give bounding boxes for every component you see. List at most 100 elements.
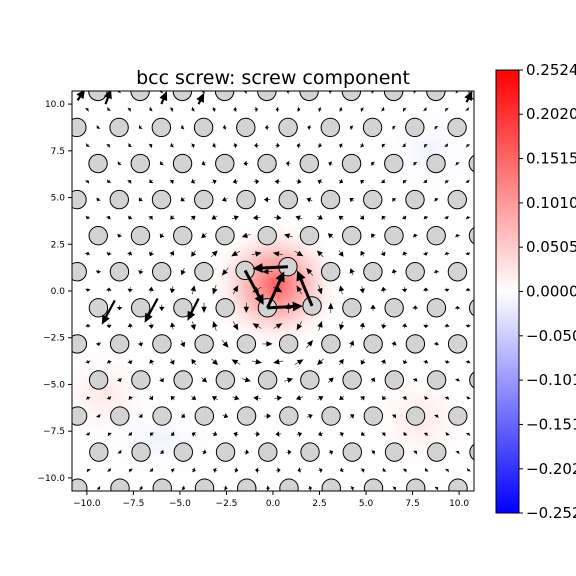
atom-marker bbox=[236, 117, 256, 138]
displacement-arrow bbox=[190, 285, 196, 295]
displacement-arrow bbox=[360, 358, 366, 365]
atom-marker bbox=[405, 189, 425, 210]
atom-marker bbox=[300, 370, 320, 390]
colorbar-tick-label: 0.1010 bbox=[526, 194, 576, 212]
displacement-arrow bbox=[273, 214, 282, 221]
displacement-arrow bbox=[149, 106, 153, 112]
displacement-arrows bbox=[65, 91, 481, 491]
displacement-arrow bbox=[422, 251, 429, 256]
x-tick-label: −7.5 bbox=[122, 499, 144, 509]
displacement-arrow bbox=[138, 413, 143, 418]
atom-marker bbox=[342, 225, 362, 246]
displacement-arrow bbox=[86, 468, 91, 473]
displacement-arrow bbox=[149, 359, 155, 365]
displacement-arrow bbox=[296, 106, 301, 112]
atom-marker bbox=[363, 189, 383, 210]
displacement-arrow bbox=[128, 396, 134, 401]
displacement-arrow bbox=[232, 178, 239, 184]
displacement-arrow bbox=[444, 180, 450, 184]
displacement-arrow bbox=[127, 287, 133, 293]
displacement-arrow bbox=[65, 468, 69, 471]
displacement-arrow bbox=[294, 250, 304, 257]
displacement-arrow bbox=[149, 179, 154, 184]
displacement-arrow bbox=[306, 339, 314, 349]
displacement-arrow bbox=[413, 91, 417, 95]
x-tick-label: −5.0 bbox=[169, 499, 191, 509]
displacement-arrow bbox=[380, 359, 386, 365]
displacement-arrow bbox=[243, 160, 249, 167]
displacement-arrow bbox=[221, 267, 229, 276]
displacement-arrow bbox=[221, 339, 229, 348]
atom-marker bbox=[172, 153, 193, 174]
displacement-arrow bbox=[339, 106, 343, 112]
atom-marker bbox=[110, 406, 130, 426]
displacement-arrow bbox=[253, 395, 261, 401]
x-tick-label: 2.5 bbox=[312, 499, 326, 509]
displacement-arrow bbox=[191, 358, 197, 366]
atom-marker bbox=[321, 334, 341, 354]
displacement-arrow bbox=[231, 215, 239, 221]
displacement-arrow bbox=[338, 321, 345, 331]
displacement-arrow bbox=[476, 270, 481, 273]
atom-marker bbox=[257, 370, 278, 390]
atom-marker bbox=[215, 298, 235, 318]
displacement-arrow bbox=[106, 359, 112, 365]
displacement-arrow bbox=[85, 143, 90, 147]
displacement-arrow bbox=[254, 142, 259, 149]
displacement-arrow bbox=[296, 285, 302, 295]
atom-marker bbox=[215, 225, 235, 246]
atom-marker bbox=[110, 478, 130, 491]
displacement-arrow bbox=[402, 468, 407, 473]
displacement-arrow bbox=[107, 106, 111, 112]
displacement-arrow bbox=[170, 396, 176, 401]
atom-marker bbox=[468, 227, 474, 245]
edge-arrow bbox=[187, 297, 200, 321]
displacement-arrow bbox=[433, 341, 440, 347]
displacement-arrow bbox=[138, 124, 143, 130]
y-tick-label: −2.5 bbox=[43, 334, 65, 344]
displacement-arrow bbox=[85, 431, 90, 436]
displacement-arrow bbox=[465, 324, 471, 328]
displacement-arrow bbox=[371, 450, 376, 455]
displacement-arrow bbox=[444, 251, 450, 256]
x-axis: −10.0 −7.5 −5.0 −2.5 0.0 2.5 5.0 7.5 10.0 bbox=[73, 491, 469, 509]
displacement-arrow bbox=[349, 340, 355, 348]
displacement-arrow bbox=[316, 250, 324, 258]
displacement-arrow bbox=[211, 214, 218, 220]
core-arrow bbox=[296, 270, 314, 307]
displacement-arrow bbox=[127, 323, 133, 329]
atom-marker bbox=[109, 334, 130, 354]
colorbar-ticks: 0.2524 0.2020 0.1515 0.1010 0.0505 0.0000 −0.0… bbox=[519, 61, 576, 522]
displacement-arrow bbox=[445, 431, 450, 436]
displacement-arrow bbox=[264, 413, 271, 419]
displacement-arrow bbox=[380, 251, 386, 257]
displacement-arrow bbox=[117, 449, 122, 454]
displacement-arrow bbox=[65, 107, 69, 111]
atom-marker bbox=[447, 334, 468, 354]
displacement-arrow bbox=[465, 432, 471, 437]
displacement-arrow bbox=[339, 467, 344, 473]
atom-marker bbox=[321, 478, 341, 491]
atom-marker bbox=[447, 189, 467, 210]
displacement-arrow bbox=[381, 432, 386, 437]
displacement-arrow bbox=[241, 232, 251, 238]
displacement-arrow bbox=[328, 377, 334, 383]
atom-marker bbox=[130, 225, 151, 246]
displacement-arrow bbox=[382, 395, 387, 400]
displacement-arrow bbox=[434, 125, 439, 130]
atom-marker bbox=[363, 262, 383, 282]
displacement-arrow bbox=[444, 468, 449, 473]
displacement-arrow bbox=[401, 215, 407, 220]
displacement-arrow bbox=[306, 267, 314, 276]
atom-marker bbox=[279, 406, 299, 426]
displacement-arrow bbox=[148, 143, 153, 149]
displacement-arrow bbox=[338, 250, 344, 257]
atom-marker bbox=[426, 298, 447, 318]
displacement-arrow bbox=[84, 180, 90, 184]
displacement-arrow bbox=[262, 341, 273, 347]
displacement-arrow bbox=[381, 143, 386, 149]
displacement-arrow bbox=[170, 431, 175, 436]
displacement-arrow bbox=[211, 250, 218, 258]
atom-marker bbox=[215, 153, 235, 174]
displacement-arrow bbox=[317, 106, 322, 113]
